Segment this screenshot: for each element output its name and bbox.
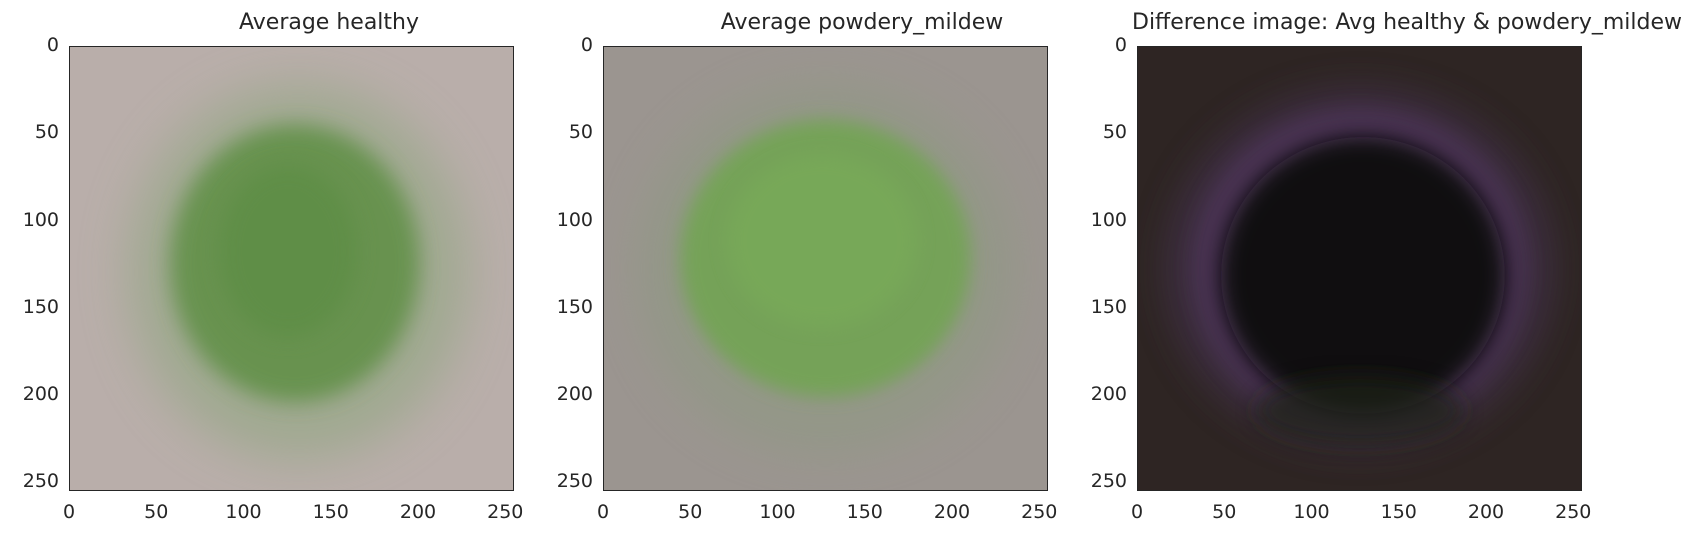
x-tick-label: 200 xyxy=(1467,501,1505,523)
y-tick-label: 0 xyxy=(1114,34,1127,56)
panel-difference-image: Difference image: Avg healthy & powdery_… xyxy=(1132,0,1682,540)
x-tick-label: 200 xyxy=(933,501,971,523)
y-tick-label: 150 xyxy=(1090,295,1127,318)
image-average-healthy xyxy=(69,46,514,491)
y-tick-label: 100 xyxy=(556,208,593,231)
y-tick-label: 200 xyxy=(22,383,59,406)
y-tick-label: 250 xyxy=(22,470,59,493)
panel-title: Average powdery_mildew xyxy=(720,10,1004,35)
x-tick-label: 0 xyxy=(596,501,610,523)
x-tick-label: 100 xyxy=(225,501,262,523)
image-average-powdery-mildew xyxy=(603,46,1048,491)
x-tick-label: 50 xyxy=(678,501,703,523)
x-tick-label: 250 xyxy=(487,501,524,523)
y-tick-label: 0 xyxy=(46,34,59,56)
panel-title: Difference image: Avg healthy & powdery_… xyxy=(1132,10,1683,35)
y-tick-label: 50 xyxy=(34,121,59,144)
x-tick-label: 150 xyxy=(846,501,883,523)
y-tick-label: 50 xyxy=(1102,121,1127,144)
x-tick-label: 50 xyxy=(144,501,169,523)
y-tick-label: 100 xyxy=(22,208,59,231)
panel-title: Average healthy xyxy=(239,10,419,35)
x-tick-label: 200 xyxy=(399,501,437,523)
y-tick-label: 0 xyxy=(580,34,593,56)
x-tick-label: 250 xyxy=(1021,501,1058,523)
x-tick-label: 50 xyxy=(1212,501,1237,523)
x-tick-label: 0 xyxy=(1130,501,1144,523)
panel-average-healthy: Average healthy xyxy=(68,0,598,540)
x-tick-label: 100 xyxy=(1293,501,1330,523)
y-tick-label: 150 xyxy=(22,295,59,318)
y-tick-label: 250 xyxy=(556,470,593,493)
panel-average-powdery-mildew: Average powdery_mildew xyxy=(602,0,1132,540)
x-tick-label: 250 xyxy=(1555,501,1592,523)
x-tick-label: 150 xyxy=(312,501,349,523)
x-tick-label: 100 xyxy=(759,501,796,523)
y-tick-label: 50 xyxy=(568,121,593,144)
x-tick-label: 0 xyxy=(62,501,76,523)
x-tick-label: 150 xyxy=(1380,501,1417,523)
image-difference xyxy=(1137,46,1582,491)
y-tick-label: 100 xyxy=(1090,208,1127,231)
y-tick-label: 200 xyxy=(1090,383,1127,406)
y-tick-label: 200 xyxy=(556,383,593,406)
y-tick-label: 250 xyxy=(1090,470,1127,493)
y-tick-label: 150 xyxy=(556,295,593,318)
